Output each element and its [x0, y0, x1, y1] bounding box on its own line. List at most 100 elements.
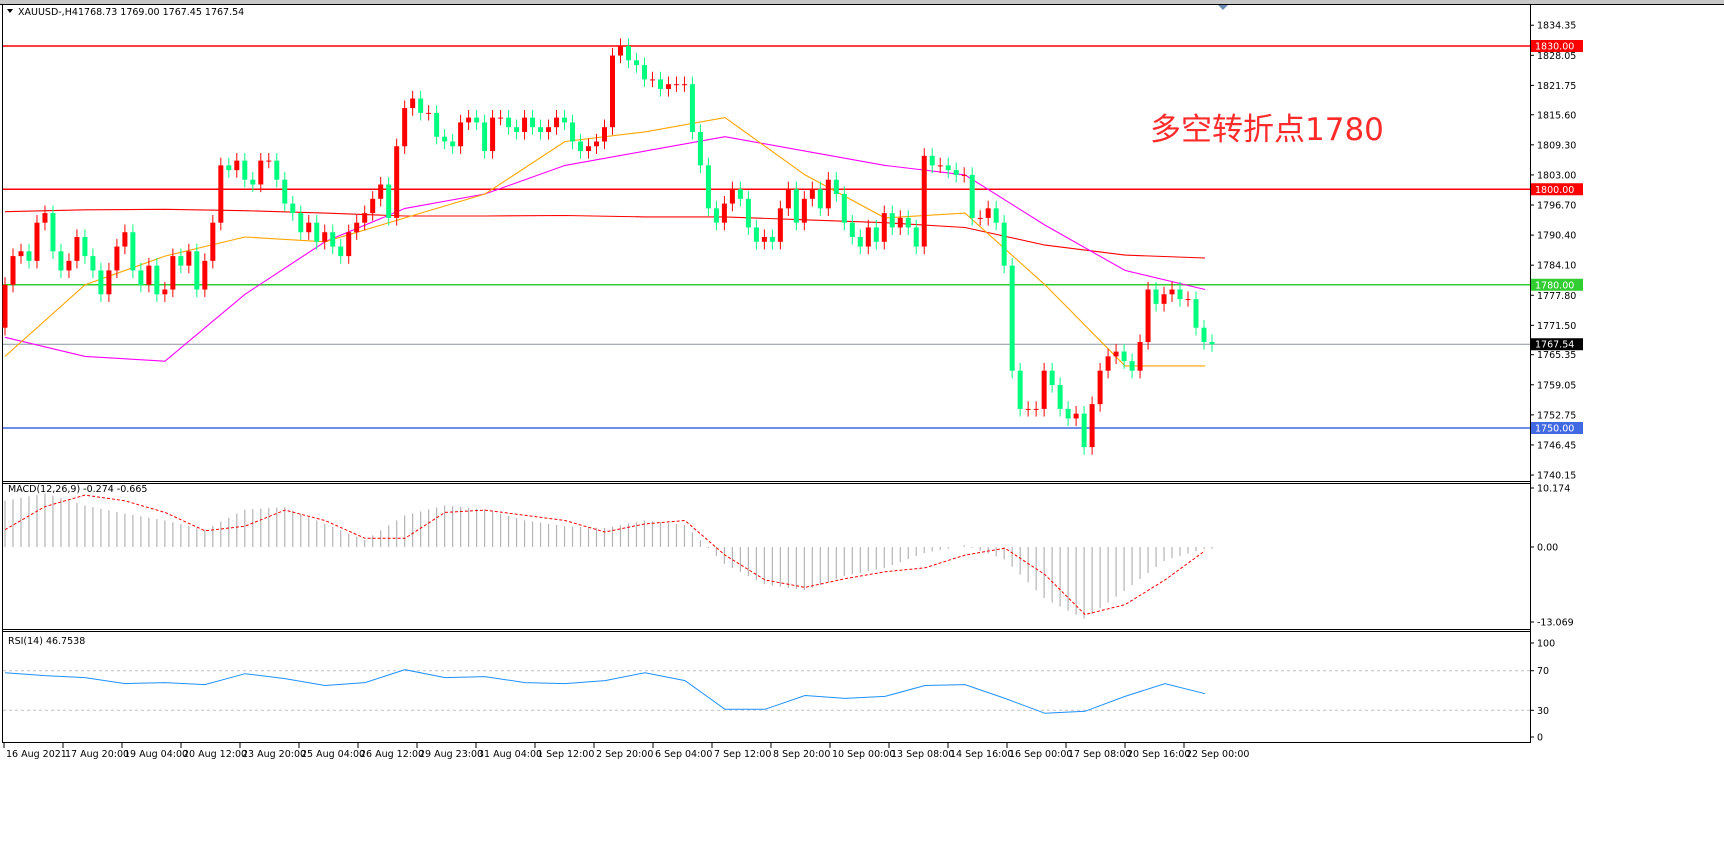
candle-body [154, 265, 160, 295]
candle-body [713, 208, 719, 223]
candle [961, 167, 967, 183]
time-tick-label: 20 Sep 16:00 [1127, 749, 1190, 760]
candle [314, 215, 320, 250]
candle-body [290, 203, 296, 214]
candle-body [82, 237, 88, 257]
candle-body [298, 213, 304, 233]
ma-fast-line [4, 117, 1205, 367]
ma-mid-line [4, 136, 1206, 362]
candle [1145, 281, 1151, 350]
candle-body [130, 232, 136, 271]
candle-body [889, 213, 895, 228]
macd-signal-line [4, 494, 1206, 616]
candles [2, 38, 1215, 455]
candle [74, 229, 80, 269]
candle-body [857, 237, 863, 247]
candle-body [1057, 385, 1063, 409]
candle [1009, 258, 1015, 379]
candle [625, 38, 631, 68]
candle-body [482, 122, 488, 152]
candle [873, 219, 879, 250]
rsi-label: RSI(14) 46.7538 [8, 636, 85, 647]
candle [1209, 334, 1215, 352]
candle-body [234, 160, 240, 171]
time-tick-label: 2 Sep 20:00 [596, 749, 653, 760]
candle-body [1105, 356, 1111, 371]
candle [689, 76, 695, 140]
candle [506, 109, 512, 135]
candle [905, 210, 911, 236]
candle [921, 148, 927, 255]
candle-body [977, 217, 983, 219]
candle-body [450, 141, 456, 147]
candle [1081, 406, 1087, 455]
candle [58, 243, 64, 279]
candle-body [1185, 299, 1191, 301]
candle-body [929, 155, 935, 166]
candle [857, 229, 863, 255]
candle [570, 114, 576, 150]
candle [322, 224, 328, 250]
candle [466, 109, 472, 131]
candle [1065, 401, 1071, 427]
price-tick-label: 1765.35 [1537, 350, 1576, 361]
chart-shift-marker-icon[interactable] [1218, 5, 1228, 10]
candle [498, 109, 504, 126]
candle-body [466, 117, 472, 123]
candle [881, 205, 887, 250]
candle [937, 157, 943, 174]
price-tick-label: 1828.05 [1537, 51, 1576, 62]
candle-body [849, 222, 855, 237]
candle [1137, 334, 1143, 379]
candle-body [785, 189, 791, 209]
time-tick-label: 19 Aug 04:00 [124, 749, 188, 760]
candle-body [2, 284, 8, 328]
candle [825, 172, 831, 216]
candle-body [1209, 342, 1215, 345]
candle [729, 181, 735, 212]
symbol-dropdown-icon[interactable] [7, 9, 13, 13]
ma-slow-line [4, 208, 1206, 259]
candle [681, 76, 687, 92]
candle-body [506, 117, 512, 128]
candle-body [1089, 404, 1095, 448]
candle-body [1121, 351, 1127, 362]
candle-body [210, 222, 216, 261]
candle [1049, 363, 1055, 393]
candle [1201, 320, 1207, 350]
candle-body [945, 165, 951, 171]
candle-body [186, 251, 192, 266]
candle-body [146, 265, 152, 285]
rsi-tick-label: 100 [1537, 639, 1555, 650]
moving-averages [4, 117, 1206, 367]
candle [1025, 401, 1031, 417]
candle-body [969, 174, 975, 218]
candle-body [282, 179, 288, 204]
candle-body [657, 79, 663, 89]
candle [562, 109, 568, 131]
time-tick-label: 6 Sep 04:00 [655, 749, 712, 760]
candle [1057, 377, 1063, 417]
current-price-label: 1767.54 [1535, 340, 1574, 351]
candle [50, 205, 56, 259]
candle [737, 181, 743, 207]
candle [641, 57, 647, 88]
candle [594, 133, 600, 154]
candle [410, 90, 416, 116]
candle-body [586, 146, 592, 152]
time-tick-label: 10 Sep 00:00 [832, 749, 895, 760]
annotation-text[interactable]: 多空转折点1780 [1150, 112, 1384, 148]
candle [434, 105, 440, 145]
candle [1161, 286, 1167, 312]
candle-body [434, 112, 440, 137]
candle [801, 191, 807, 231]
candle [98, 262, 104, 302]
candle-body [953, 170, 959, 175]
candle [122, 224, 128, 255]
candle-body [538, 127, 544, 132]
candle [649, 71, 655, 88]
candle [865, 219, 871, 255]
rsi-tick-label: 70 [1537, 666, 1549, 677]
